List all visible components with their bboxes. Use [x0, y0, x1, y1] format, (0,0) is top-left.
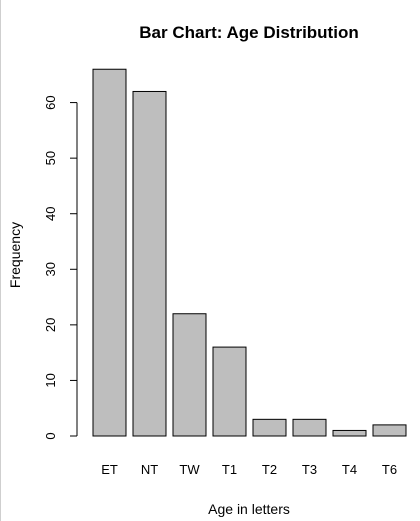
- bar-t1: [212, 346, 247, 437]
- x-tick-label-t6: T6: [382, 462, 397, 477]
- x-tick-label-t4: T4: [342, 462, 357, 477]
- bar-t6: [372, 424, 407, 437]
- bar-t2: [252, 418, 287, 437]
- x-tick-label-tw: TW: [179, 462, 200, 477]
- x-tick-label-t1: T1: [222, 462, 237, 477]
- y-axis-label: Frequency: [7, 222, 23, 288]
- x-tick-label-et: ET: [101, 462, 118, 477]
- bar-et: [92, 68, 127, 437]
- y-tick-label: 30: [43, 262, 58, 276]
- x-tick-label-nt: NT: [141, 462, 158, 477]
- y-tick-label: 50: [43, 151, 58, 165]
- x-tick-labels: ET NT TW T1 T2 T3 T4 T6: [101, 462, 397, 477]
- bar-t4: [332, 429, 367, 437]
- x-tick-label-t3: T3: [302, 462, 317, 477]
- x-axis-label: Age in letters: [208, 501, 290, 517]
- y-tick-label: 0: [43, 432, 58, 439]
- bar-nt: [132, 90, 167, 437]
- bar-tw: [172, 313, 207, 437]
- bar-t3: [292, 418, 327, 437]
- chart-title: Bar Chart: Age Distribution: [139, 23, 358, 42]
- y-tick-label: 10: [43, 373, 58, 387]
- y-tick-label: 40: [43, 206, 58, 220]
- bars-group: [92, 68, 407, 437]
- x-tick-label-t2: T2: [262, 462, 277, 477]
- y-tick-label: 20: [43, 318, 58, 332]
- y-tick-label: 60: [43, 95, 58, 109]
- y-axis: 0 10 20 30 40 50 60: [43, 95, 78, 440]
